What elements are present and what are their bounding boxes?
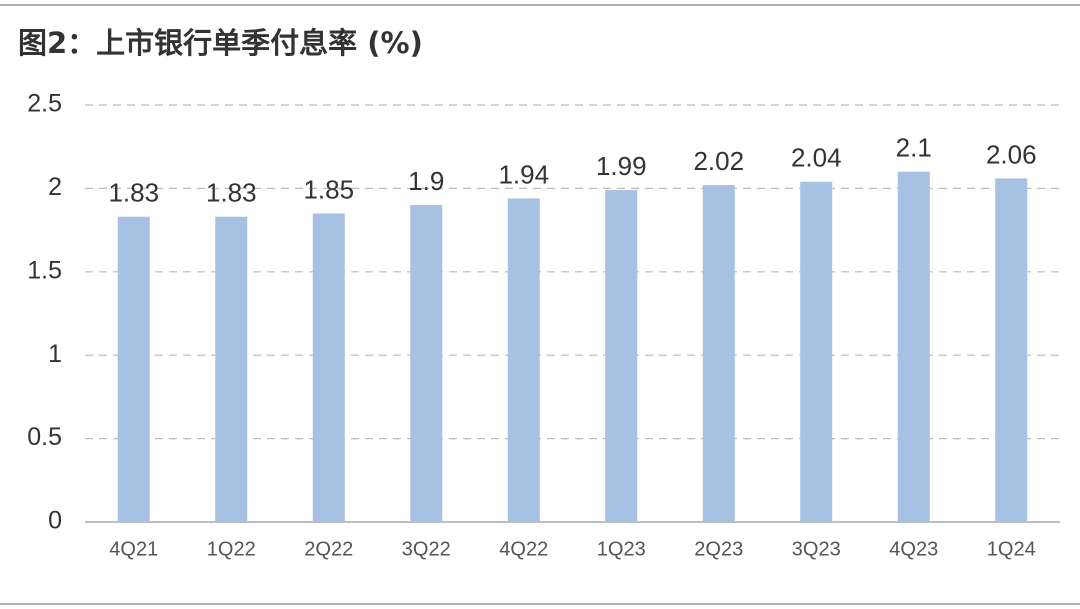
y-tick-label: 2 [48,173,62,201]
y-tick-label: 1 [48,340,62,368]
data-label: 1.99 [596,151,647,181]
bar [312,213,345,523]
bar [507,198,540,522]
chart-title: 图2：上市银行单季付息率 (%) [18,26,423,60]
data-label: 1.94 [498,159,549,189]
y-tick-label: 0 [48,507,62,535]
data-label: 2.02 [693,146,744,176]
data-label: 2.06 [986,139,1037,169]
x-tick-label: 2Q22 [304,538,353,560]
x-tick-label: 4Q23 [889,538,938,560]
bar [215,216,248,523]
data-label: 1.83 [108,178,159,208]
data-label: 1.83 [206,178,257,208]
data-label: 2.04 [791,143,842,173]
bar [410,205,443,522]
bar [117,216,150,523]
x-tick-label: 3Q22 [402,538,451,560]
y-tick-label: 1.5 [27,256,62,284]
x-tick-label: 1Q24 [987,538,1036,560]
data-label: 2.1 [896,133,932,163]
data-label: 1.9 [408,166,444,196]
bar [995,178,1028,522]
y-tick-label: 2.5 [27,90,62,118]
bar [800,181,833,522]
x-tick-label: 1Q22 [207,538,256,560]
x-tick-label: 4Q22 [499,538,548,560]
x-tick-label: 1Q23 [597,538,646,560]
x-tick-label: 2Q23 [694,538,743,560]
bar [702,185,735,522]
bar [605,190,638,522]
bar [897,171,930,522]
x-tick-label: 4Q21 [109,538,158,560]
x-tick-label: 3Q23 [792,538,841,560]
y-tick-label: 0.5 [27,423,62,451]
data-label: 1.85 [303,174,354,204]
